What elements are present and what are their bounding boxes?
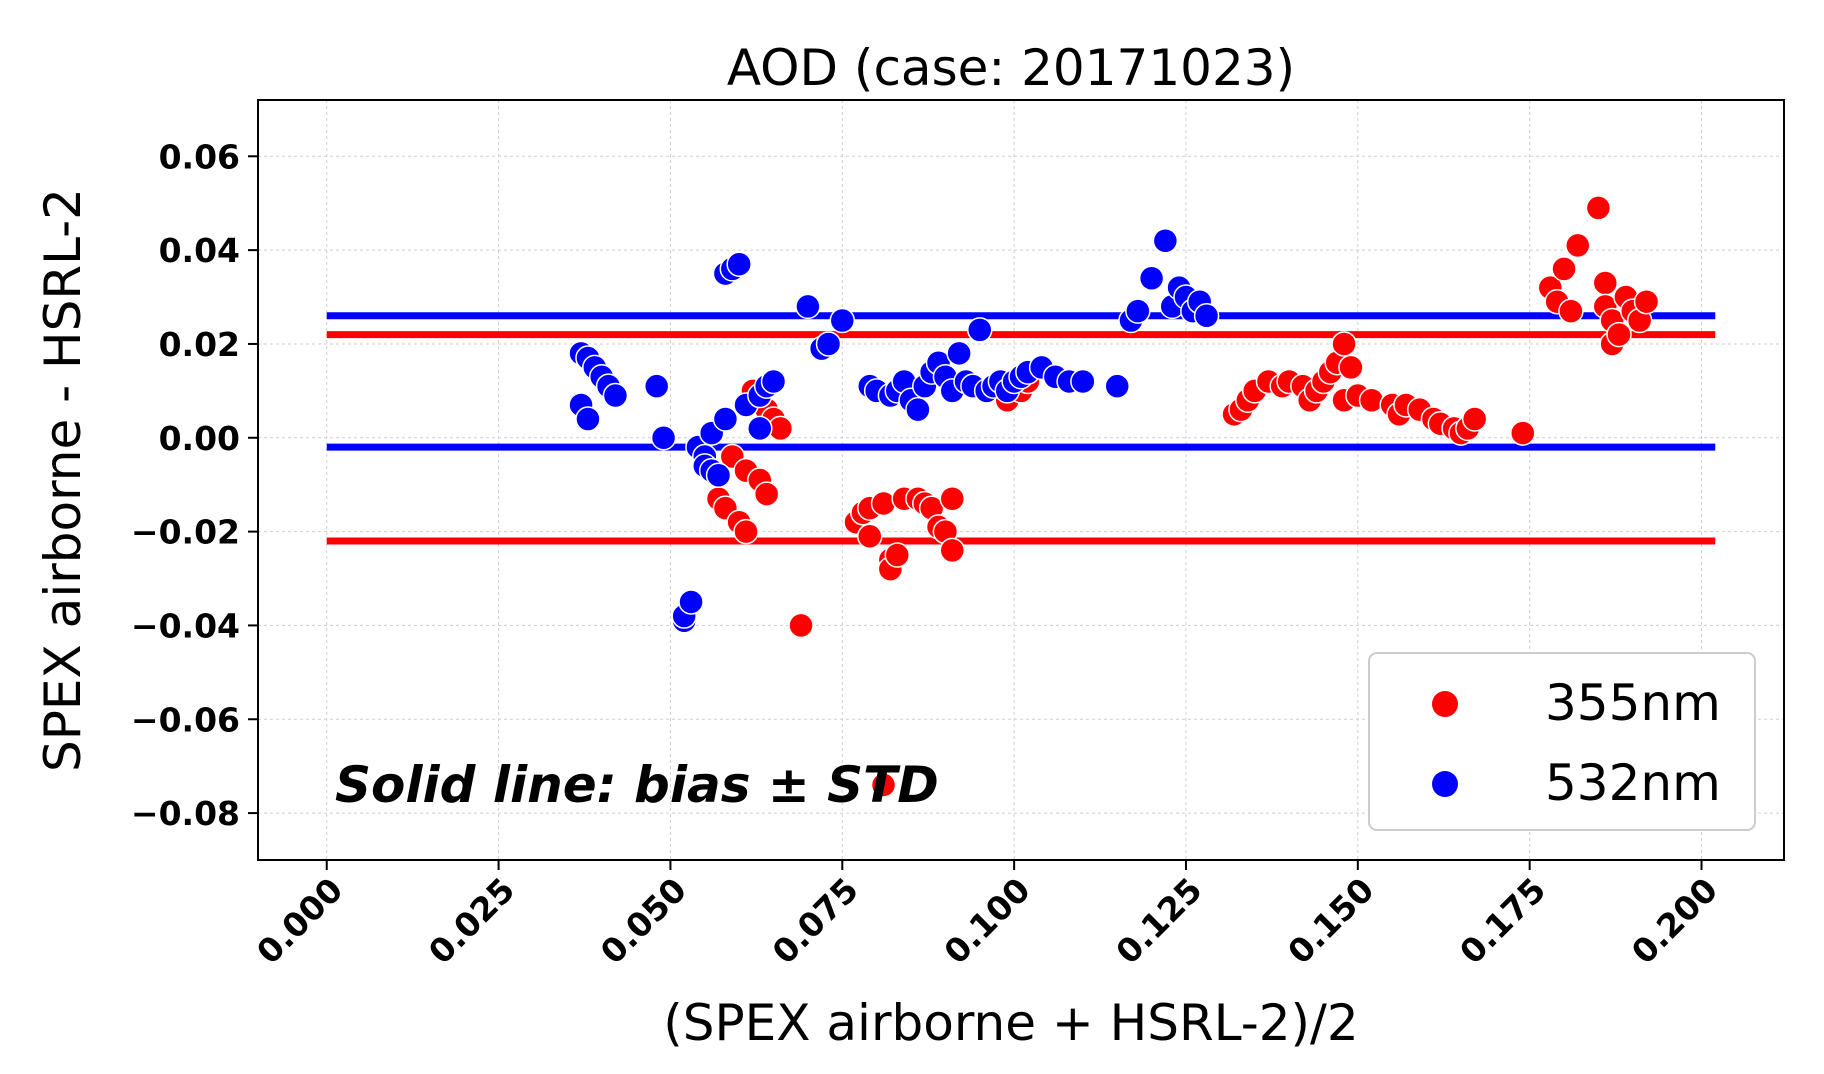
- y-axis-label: SPEX airborne - HSRL-2: [34, 188, 92, 772]
- data-point-532nm: [602, 382, 629, 409]
- grid-lines: [258, 100, 1784, 860]
- y-tick-label: 0.00: [159, 419, 240, 458]
- data-point-355nm: [870, 772, 897, 798]
- y-tick-label: −0.04: [131, 606, 240, 645]
- data-point-532nm: [1193, 303, 1220, 329]
- data-point-355nm: [1358, 387, 1385, 413]
- legend-label-532nm: 532nm: [1545, 754, 1721, 812]
- legend-box: [1368, 652, 1756, 831]
- data-point-532nm: [1070, 368, 1096, 395]
- data-point-532nm: [650, 425, 677, 451]
- y-tick-label: −0.02: [131, 513, 240, 552]
- data-point-532nm: [575, 406, 601, 432]
- data-point-355nm: [733, 518, 759, 545]
- chart-title: AOD (case: 20171023): [727, 39, 1295, 97]
- data-point-532nm: [967, 317, 993, 343]
- y-tick-label: 0.02: [159, 325, 240, 364]
- data-point-355nm: [939, 537, 966, 564]
- data-point-532nm: [795, 293, 821, 320]
- legend-marker-532nm: [1432, 771, 1458, 797]
- data-point-355nm: [939, 486, 966, 512]
- legend: 355nm 532nm: [1368, 652, 1756, 831]
- data-point-532nm: [760, 368, 787, 395]
- legend-label-355nm: 355nm: [1545, 674, 1721, 732]
- data-points: [568, 195, 1660, 798]
- y-tick-label: 0.04: [159, 231, 240, 270]
- y-axis-ticks: 0.06 0.04 0.02 0.00 −0.02 −0.04 −0.06 −0.08: [131, 137, 258, 833]
- data-point-355nm: [1510, 420, 1536, 446]
- data-point-532nm: [643, 373, 670, 399]
- data-point-532nm: [905, 396, 931, 423]
- data-point-532nm: [712, 406, 739, 432]
- x-axis-label: (SPEX airborne + HSRL-2)/2: [663, 994, 1358, 1052]
- data-point-532nm: [747, 415, 773, 442]
- y-tick-label: −0.08: [131, 794, 240, 833]
- data-point-532nm: [1138, 265, 1165, 292]
- data-point-532nm: [705, 462, 732, 489]
- data-point-532nm: [1125, 298, 1151, 324]
- data-point-355nm: [1558, 298, 1584, 324]
- y-tick-label: 0.06: [159, 137, 240, 176]
- data-point-355nm: [753, 481, 780, 507]
- data-point-355nm: [788, 612, 814, 639]
- data-point-355nm: [1338, 354, 1364, 381]
- data-point-532nm: [678, 589, 704, 615]
- annotation-text: Solid line: bias ± STD: [335, 756, 939, 814]
- data-point-355nm: [1606, 321, 1632, 348]
- data-point-532nm: [1152, 227, 1179, 254]
- bias-std-lines: [326, 312, 1716, 545]
- data-point-355nm: [1585, 195, 1612, 221]
- data-point-355nm: [1633, 288, 1660, 315]
- data-point-532nm: [946, 340, 972, 367]
- data-point-355nm: [1331, 331, 1357, 357]
- legend-marker-355nm: [1432, 691, 1458, 717]
- data-point-355nm: [1461, 406, 1488, 432]
- plot-frame: [257, 99, 1785, 861]
- data-point-355nm: [857, 523, 883, 550]
- data-point-532nm: [815, 331, 842, 357]
- data-point-532nm: [829, 307, 856, 334]
- data-point-355nm: [1592, 270, 1619, 296]
- data-point-355nm: [884, 542, 911, 568]
- data-point-355nm: [1551, 256, 1577, 282]
- data-point-355nm: [870, 490, 897, 517]
- data-point-532nm: [726, 251, 752, 277]
- y-tick-label: −0.06: [131, 700, 240, 739]
- data-point-355nm: [1565, 232, 1591, 259]
- data-point-532nm: [1104, 373, 1130, 399]
